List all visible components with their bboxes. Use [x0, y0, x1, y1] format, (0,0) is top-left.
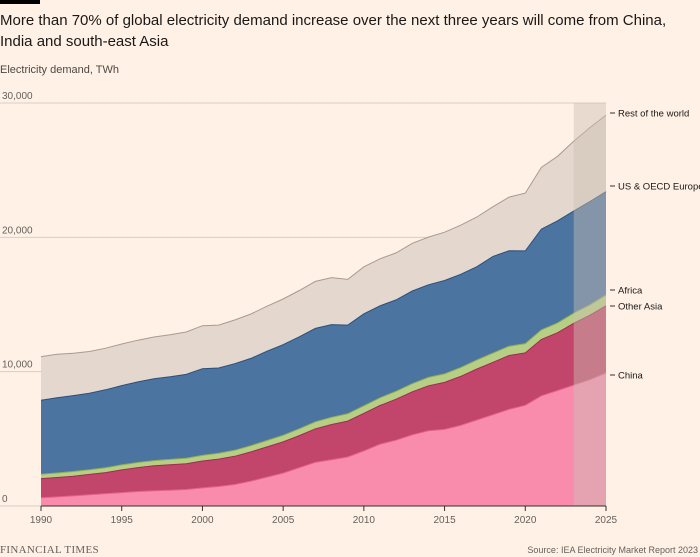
series-line — [40, 372, 607, 499]
series-label: US & OECD Europe — [618, 182, 700, 193]
brand-bar — [0, 0, 40, 4]
series-label: China — [618, 371, 644, 382]
x-tick-label: 2005 — [272, 515, 295, 526]
area-us-oecd-europe — [41, 191, 606, 475]
x-tick-label: 2000 — [191, 515, 214, 526]
series-line — [40, 305, 607, 480]
y-tick-label: 30,000 — [2, 91, 33, 102]
chart-subtitle: Electricity demand, TWh — [0, 64, 120, 76]
x-tick-label: 2025 — [595, 515, 618, 526]
x-tick-label: 2015 — [433, 515, 456, 526]
y-tick-label: 10,000 — [2, 360, 33, 371]
ft-brand: FINANCIAL TIMES — [0, 544, 99, 556]
area-other-asia — [41, 305, 606, 498]
series-label: Africa — [618, 286, 643, 297]
chart-title: More than 70% of global electricity dema… — [0, 12, 667, 50]
area-rest-of-the-world — [41, 115, 606, 401]
x-tick-label: 1990 — [30, 515, 53, 526]
series-label: Rest of the world — [618, 109, 689, 120]
source-note: Source: IEA Electricity Market Report 20… — [527, 545, 698, 555]
x-tick-label: 2020 — [514, 515, 537, 526]
series-line — [40, 114, 607, 358]
y-tick-label: 0 — [2, 494, 8, 505]
series-line — [40, 191, 607, 401]
forecast-shade — [573, 103, 606, 506]
area-china — [41, 373, 606, 506]
series-line — [40, 294, 607, 475]
series-label: Other Asia — [618, 302, 663, 313]
y-tick-label: 20,000 — [2, 225, 33, 236]
x-tick-label: 1995 — [111, 515, 134, 526]
x-tick-label: 2010 — [353, 515, 376, 526]
